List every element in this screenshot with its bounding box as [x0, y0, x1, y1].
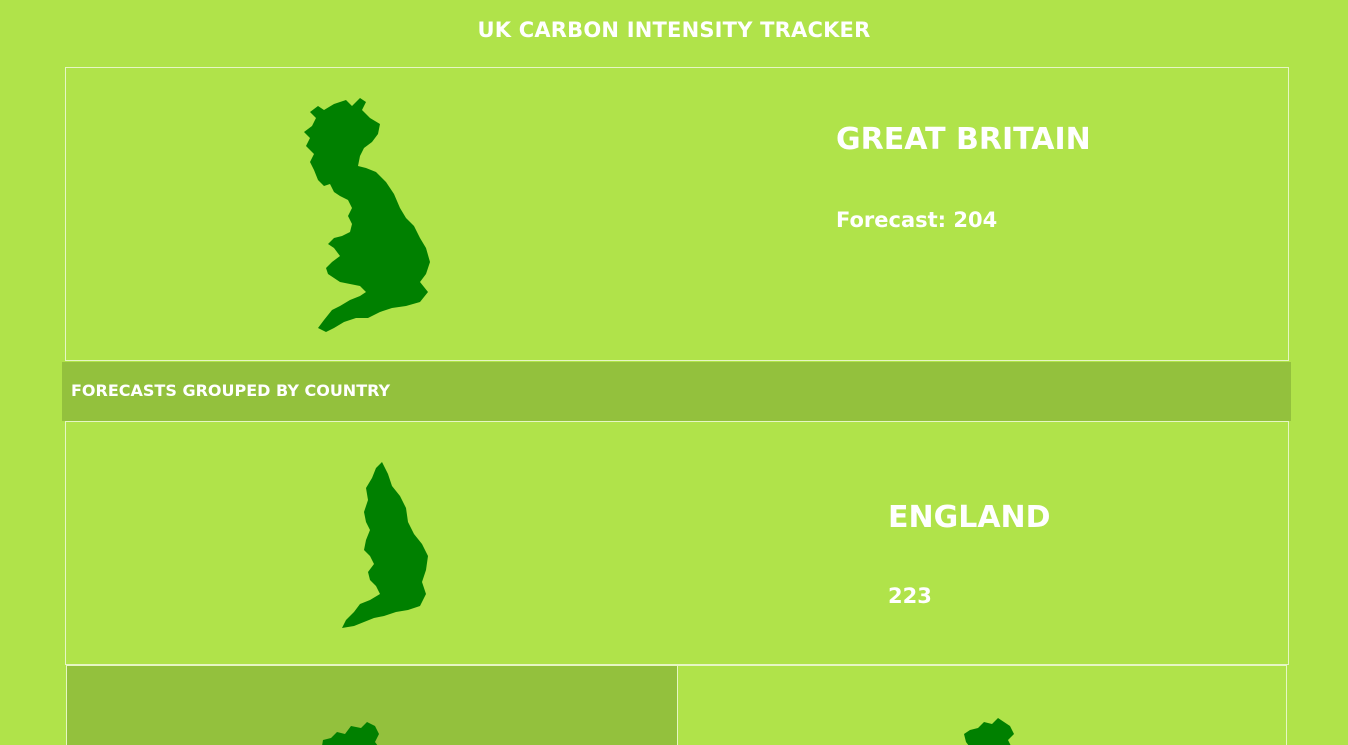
great-britain-forecast: Forecast: 204 — [836, 208, 998, 232]
scotland-card[interactable] — [66, 665, 678, 745]
great-britain-name: GREAT BRITAIN — [836, 122, 1091, 157]
great-britain-map-icon — [304, 98, 430, 332]
forecasts-section-header: FORECASTS GROUPED BY COUNTRY — [62, 362, 1291, 421]
great-britain-card[interactable]: GREAT BRITAIN Forecast: 204 — [65, 67, 1289, 361]
scotland-map-icon — [322, 722, 379, 745]
england-map-icon — [342, 462, 428, 628]
wales-card[interactable] — [677, 665, 1287, 745]
england-forecast: 223 — [888, 584, 932, 608]
wales-map-icon — [964, 718, 1014, 745]
england-card[interactable]: ENGLAND 223 — [65, 421, 1289, 665]
app-title: UK CARBON INTENSITY TRACKER — [477, 18, 871, 42]
section-title: FORECASTS GROUPED BY COUNTRY — [71, 381, 391, 400]
england-name: ENGLAND — [888, 500, 1051, 535]
